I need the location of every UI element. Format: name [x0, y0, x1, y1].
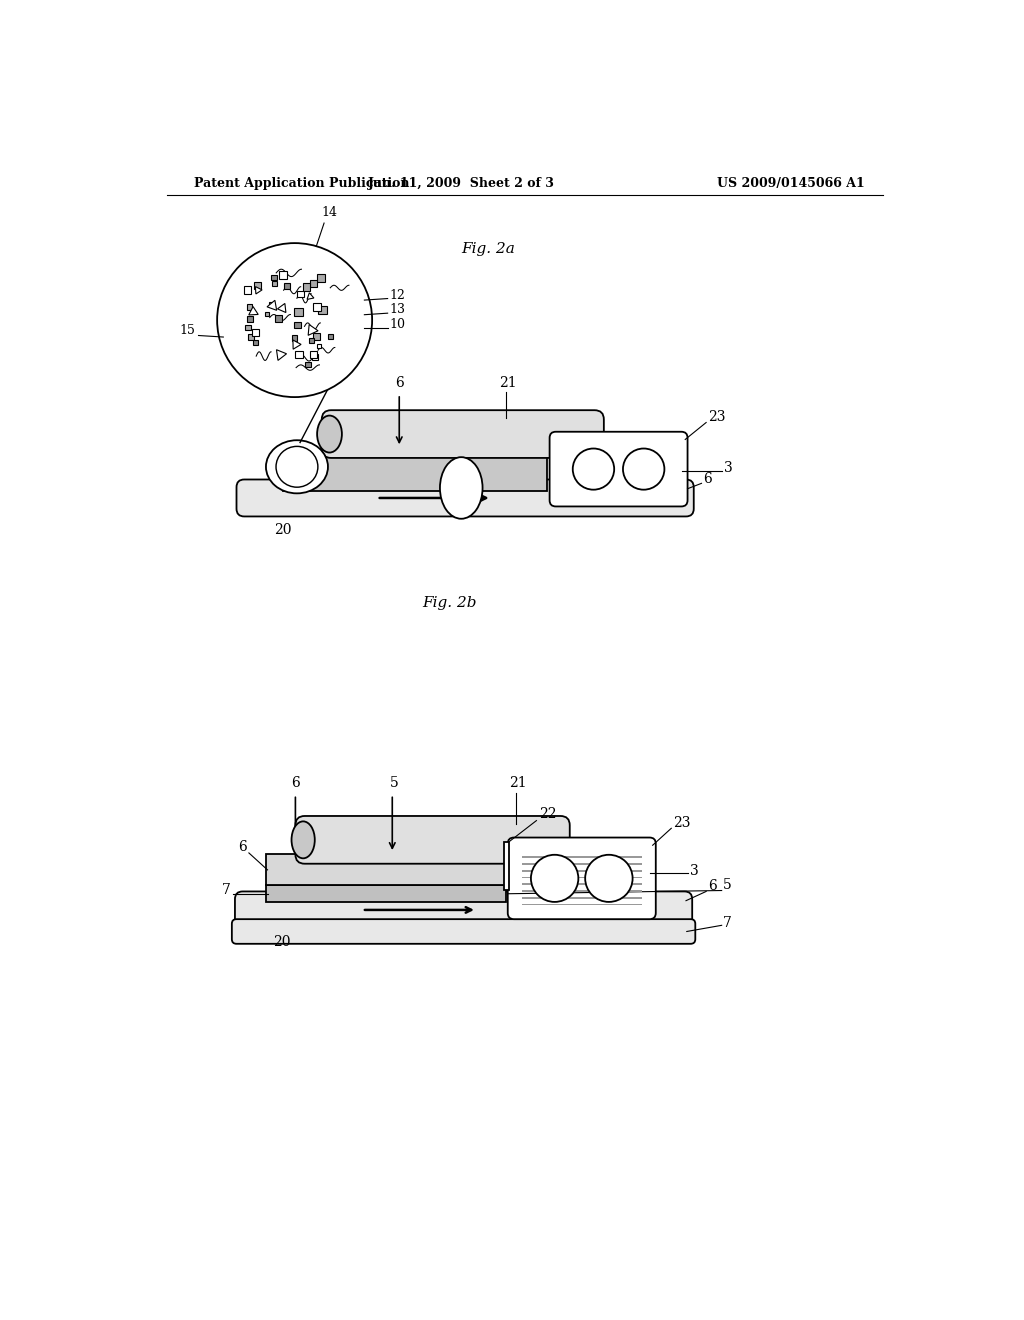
Bar: [244, 286, 251, 293]
Ellipse shape: [317, 416, 342, 453]
Bar: [266, 886, 506, 903]
FancyBboxPatch shape: [234, 891, 692, 928]
Text: 13: 13: [389, 304, 406, 317]
Text: 20: 20: [274, 523, 292, 537]
Bar: [521, 890, 642, 892]
Text: US 2009/0145066 A1: US 2009/0145066 A1: [717, 177, 864, 190]
FancyBboxPatch shape: [295, 816, 569, 863]
Circle shape: [585, 855, 633, 902]
Circle shape: [530, 855, 579, 902]
Bar: [521, 876, 642, 878]
Bar: [317, 345, 322, 348]
Text: Fig. 2b: Fig. 2b: [422, 597, 477, 610]
Bar: [294, 308, 303, 315]
Text: 6: 6: [238, 840, 247, 854]
Bar: [521, 857, 642, 858]
Text: 10: 10: [389, 318, 406, 331]
Bar: [254, 282, 261, 289]
Text: 21: 21: [499, 376, 516, 391]
Bar: [310, 280, 316, 288]
Text: 3: 3: [724, 461, 733, 475]
Text: 6: 6: [291, 776, 300, 789]
FancyBboxPatch shape: [508, 838, 655, 919]
Bar: [247, 305, 252, 310]
Bar: [268, 302, 274, 308]
Bar: [521, 883, 642, 886]
FancyBboxPatch shape: [322, 411, 604, 458]
Bar: [312, 354, 317, 360]
Ellipse shape: [266, 441, 328, 494]
Bar: [283, 449, 547, 491]
Text: Fig. 2a: Fig. 2a: [462, 243, 515, 256]
Text: 15: 15: [179, 323, 196, 337]
Bar: [248, 334, 254, 339]
Bar: [521, 896, 642, 899]
Bar: [297, 292, 303, 297]
Bar: [264, 312, 268, 315]
Text: 23: 23: [673, 816, 690, 830]
Text: Jun. 11, 2009  Sheet 2 of 3: Jun. 11, 2009 Sheet 2 of 3: [368, 177, 555, 190]
Circle shape: [217, 243, 372, 397]
Bar: [266, 854, 506, 886]
FancyBboxPatch shape: [237, 479, 693, 516]
Text: 20: 20: [272, 936, 290, 949]
Ellipse shape: [440, 457, 482, 519]
Text: 7: 7: [222, 883, 231, 896]
Bar: [313, 334, 319, 341]
Bar: [521, 904, 642, 906]
Circle shape: [623, 449, 665, 490]
FancyBboxPatch shape: [231, 919, 695, 944]
Text: Patent Application Publication: Patent Application Publication: [194, 177, 410, 190]
Bar: [521, 863, 642, 865]
Bar: [295, 351, 302, 358]
Bar: [310, 351, 316, 358]
Text: 6: 6: [703, 471, 712, 486]
Bar: [312, 304, 321, 312]
Text: 21: 21: [509, 776, 526, 789]
Bar: [318, 306, 327, 314]
Text: 14: 14: [322, 206, 338, 219]
Text: 7: 7: [723, 916, 732, 929]
Bar: [280, 271, 288, 279]
Text: 12: 12: [389, 289, 406, 301]
Text: 3: 3: [690, 863, 698, 878]
Text: 6: 6: [708, 879, 717, 892]
FancyBboxPatch shape: [550, 432, 687, 507]
Text: 5: 5: [723, 878, 732, 892]
Text: 22: 22: [539, 807, 556, 821]
Bar: [521, 870, 642, 871]
Circle shape: [572, 449, 614, 490]
Text: 6: 6: [395, 376, 403, 391]
Bar: [245, 325, 251, 330]
Text: 5: 5: [389, 776, 398, 789]
Bar: [252, 329, 259, 335]
Ellipse shape: [292, 821, 314, 858]
Bar: [317, 275, 325, 282]
Text: 23: 23: [709, 411, 726, 424]
Bar: [504, 842, 509, 890]
